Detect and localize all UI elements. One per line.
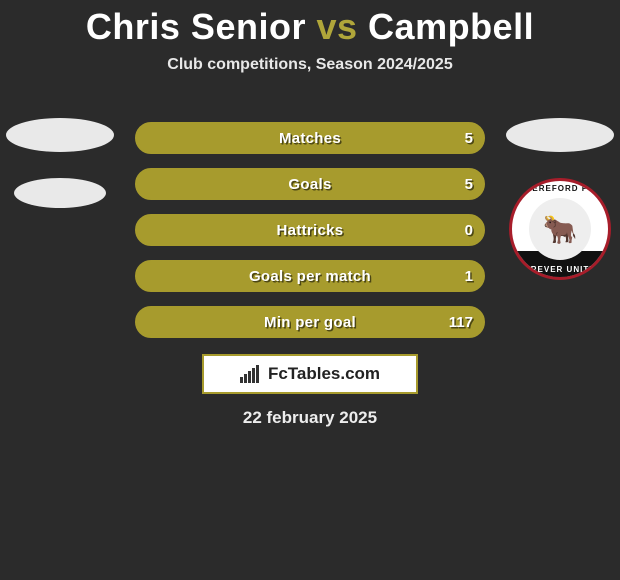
crest-bottom-text: FOREVER UNITED	[512, 265, 608, 274]
comparison-bars: Matches5Goals5Hattricks0Goals per match1…	[135, 122, 485, 338]
badge-placeholder	[14, 178, 106, 208]
subtitle: Club competitions, Season 2024/2025	[0, 56, 620, 74]
brand-text: FcTables.com	[268, 364, 380, 384]
stat-bar: Min per goal117	[135, 306, 485, 338]
bar-chart-icon	[240, 365, 262, 383]
page-title: Chris Senior vs Campbell	[0, 0, 620, 48]
stat-label: Matches	[137, 124, 483, 152]
left-player-badges	[0, 118, 120, 208]
stat-label: Hattricks	[137, 216, 483, 244]
right-player-badges: HEREFORD FC FOREVER UNITED 🐂	[500, 118, 620, 280]
stat-bar: Matches5	[135, 122, 485, 154]
stat-value-right: 0	[465, 216, 473, 244]
title-player-left: Chris Senior	[86, 6, 306, 47]
stat-value-right: 1	[465, 262, 473, 290]
stat-bar: Goals per match1	[135, 260, 485, 292]
stat-bar: Goals5	[135, 168, 485, 200]
title-player-right: Campbell	[368, 6, 534, 47]
badge-placeholder	[506, 118, 614, 152]
stat-label: Min per goal	[137, 308, 483, 336]
brand-badge[interactable]: FcTables.com	[202, 354, 418, 394]
crest-top-text: HEREFORD FC	[512, 184, 608, 193]
stat-bar: Hattricks0	[135, 214, 485, 246]
stat-value-right: 117	[449, 308, 473, 336]
stat-value-right: 5	[465, 124, 473, 152]
stat-label: Goals	[137, 170, 483, 198]
stat-value-right: 5	[465, 170, 473, 198]
title-vs: vs	[316, 6, 357, 47]
date-text: 22 february 2025	[0, 408, 620, 428]
club-crest: HEREFORD FC FOREVER UNITED 🐂	[509, 178, 611, 280]
stat-label: Goals per match	[137, 262, 483, 290]
badge-placeholder	[6, 118, 114, 152]
crest-icon: 🐂	[529, 198, 591, 260]
